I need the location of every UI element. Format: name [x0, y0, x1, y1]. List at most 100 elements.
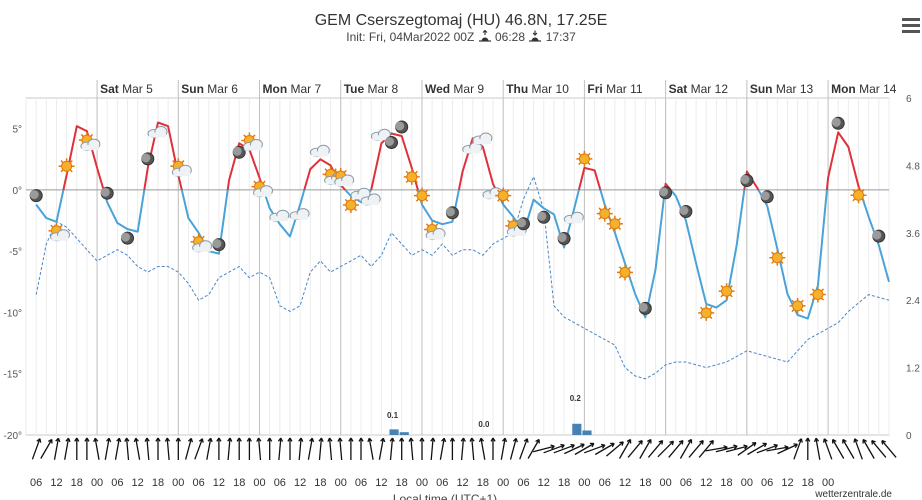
moon-icon [395, 120, 409, 134]
wind-barb [813, 437, 821, 460]
day-weekday: Mon [831, 82, 859, 96]
wind-barb [31, 438, 42, 460]
wind-barb [627, 439, 643, 458]
x-axis-tick: 18 [802, 477, 814, 489]
day-label: Thu Mar 10 [506, 82, 569, 96]
wind-barb [358, 437, 364, 460]
precip-bar [389, 429, 399, 435]
day-date: Mar 13 [776, 82, 814, 96]
wind-barb [194, 438, 204, 460]
wind-barb [647, 439, 664, 458]
hamburger-menu-icon[interactable] [902, 18, 920, 34]
left-axis-tick: -5° [9, 247, 22, 258]
moon-icon [517, 217, 530, 231]
wind-barb [155, 437, 161, 460]
day-label: Tue Mar 8 [344, 82, 399, 96]
wind-barb [668, 439, 684, 458]
wind-barb [543, 443, 565, 454]
day-date: Mar 12 [691, 82, 729, 96]
wind-barb [133, 437, 141, 460]
sun-cloud-icon [251, 178, 273, 198]
sunset-time: 17:37 [545, 30, 576, 44]
wind-barb [408, 437, 414, 461]
sun-cloud-icon [505, 217, 527, 237]
day-weekday: Thu [506, 82, 531, 96]
sun-cloud-icon [332, 168, 355, 187]
x-axis-tick: 00 [416, 477, 428, 489]
cloud-icon [472, 132, 493, 145]
x-axis-tick: 00 [172, 477, 184, 489]
sun-icon [789, 297, 806, 314]
sun-cloud-icon [170, 158, 192, 177]
wind-barb [93, 437, 100, 460]
x-axis-tick: 00 [91, 477, 103, 489]
x-axis-tick: 12 [619, 477, 631, 489]
x-axis-tick: 12 [132, 477, 144, 489]
wind-barb [164, 437, 171, 461]
sun-icon [698, 304, 715, 321]
x-axis-tick: 06 [680, 477, 692, 489]
x-axis-tick: 06 [436, 477, 448, 489]
chart-title: GEM Cserszegtomaj (HU) 46.8N, 17.25E [314, 12, 608, 29]
cloud-icon [462, 141, 483, 154]
wind-barb [553, 443, 575, 454]
cloud-icon [289, 208, 310, 221]
precip-label: 0.1 [387, 411, 399, 420]
wind-barb [460, 437, 466, 461]
sun-cloud-icon [424, 221, 446, 240]
x-axis-tick: 12 [456, 477, 468, 489]
day-weekday: Fri [587, 82, 606, 96]
wind-barb [84, 437, 90, 460]
x-axis-tick: 18 [639, 477, 651, 489]
wind-barb [793, 438, 803, 460]
x-axis-tick: 18 [558, 477, 570, 489]
wind-barb [104, 437, 112, 460]
sun-icon [809, 286, 826, 303]
precip-label: 0.2 [570, 394, 582, 403]
wind-barb [307, 437, 315, 460]
wind-barb [267, 437, 273, 460]
wind-barb [236, 437, 242, 460]
sunset-icon [529, 30, 542, 42]
wind-barb [747, 442, 768, 456]
sunrise-icon [478, 30, 491, 42]
moon-icon [831, 116, 845, 130]
moon-icon [679, 205, 693, 218]
moon-icon [760, 190, 774, 204]
day-label: Sat Mar 5 [100, 82, 153, 96]
chart-subtitle: Init: Fri, 04Mar2022 00Z 06:28 17:37 [0, 30, 922, 44]
moon-icon [638, 301, 652, 315]
moon-icon [141, 152, 155, 166]
left-axis-tick: -10° [4, 308, 22, 319]
right-axis-tick: 3.6 [906, 229, 920, 240]
cloud-icon [269, 209, 290, 222]
x-axis-tick: 00 [253, 477, 265, 489]
wind-barb [715, 444, 738, 453]
precip-bar [572, 423, 582, 435]
day-label: Sat Mar 12 [669, 82, 729, 96]
day-weekday: Wed [425, 82, 453, 96]
credit-label[interactable]: wetterzentrale.de [815, 489, 892, 500]
x-axis-title: Local time (UTC+1) [393, 492, 497, 500]
sun-icon [718, 283, 735, 300]
precip-label: 0.0 [478, 420, 490, 429]
wind-barb [583, 443, 606, 454]
wind-barb [725, 444, 748, 453]
left-axis-tick: -15° [4, 370, 22, 381]
right-axis-tick: 0 [906, 431, 912, 442]
x-axis-tick: 18 [71, 477, 83, 489]
wind-barb [805, 437, 811, 460]
x-axis-tick: 06 [355, 477, 367, 489]
x-axis-tick: 06 [274, 477, 286, 489]
day-date: Mar 6 [207, 82, 238, 96]
wind-barb [594, 442, 615, 456]
wind-barb [519, 438, 529, 460]
moon-icon [445, 206, 459, 220]
day-date: Mar 9 [453, 82, 484, 96]
cloud-icon [360, 193, 381, 206]
wind-barb [327, 437, 333, 461]
right-axis-tick: 2.4 [906, 296, 920, 307]
day-label: Fri Mar 11 [587, 82, 642, 96]
wind-barb [618, 438, 632, 459]
